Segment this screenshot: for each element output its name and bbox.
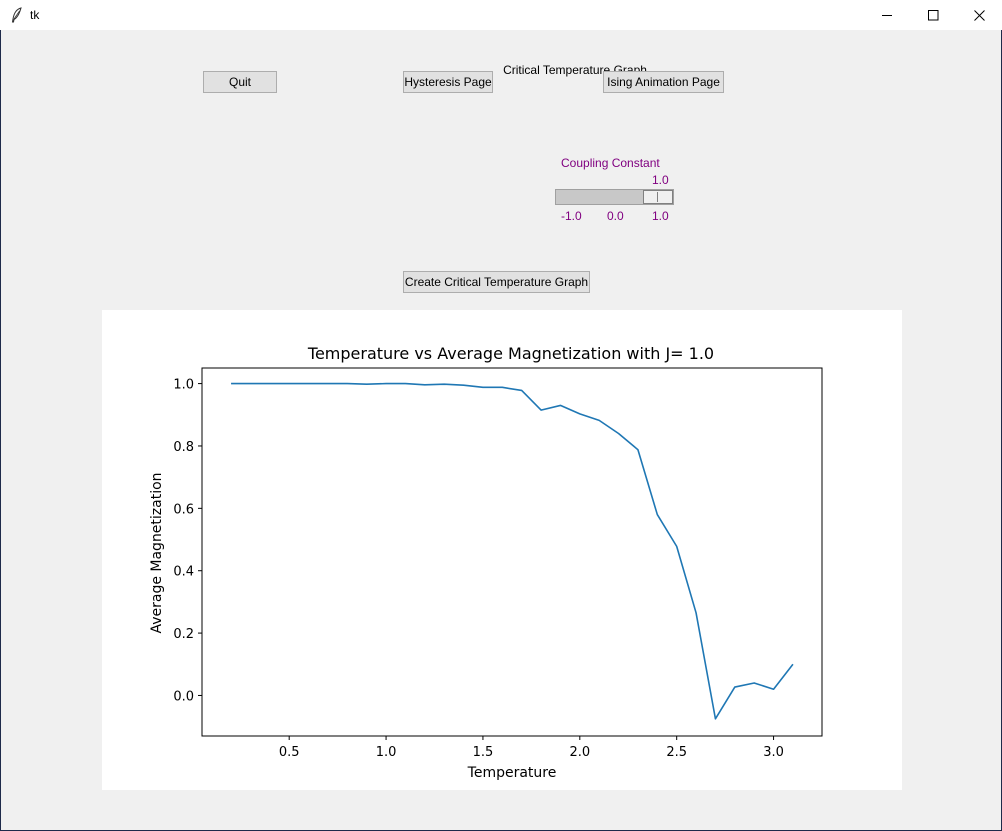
chart-figure: Temperature vs Average Magnetization wit… — [102, 310, 902, 790]
x-tick-label: 2.5 — [666, 745, 687, 760]
x-tick-label: 3.0 — [763, 745, 784, 760]
minimize-button[interactable] — [864, 0, 910, 30]
maximize-icon — [927, 9, 938, 20]
slider-thumb[interactable] — [643, 190, 673, 204]
y-axis-label: Average Magnetization — [149, 472, 165, 633]
y-tick-label: 0.2 — [173, 627, 194, 642]
x-tick-label: 2.0 — [569, 745, 590, 760]
x-axis-label: Temperature — [467, 765, 557, 781]
x-tick-label: 0.5 — [279, 745, 300, 760]
ising-animation-page-button[interactable]: Ising Animation Page — [603, 71, 724, 93]
scale-value: 1.0 — [652, 173, 669, 187]
y-tick-label: 0.8 — [173, 440, 194, 455]
maximize-button[interactable] — [910, 0, 956, 30]
x-tick-label: 1.0 — [376, 745, 397, 760]
x-tick-label: 1.5 — [473, 745, 494, 760]
coupling-constant-label: Coupling Constant — [561, 156, 660, 170]
page-title: Critical Temperature Graph — [503, 63, 647, 77]
window-title: tk — [30, 8, 40, 22]
feather-icon — [11, 7, 22, 23]
y-tick-label: 0.6 — [173, 502, 194, 517]
scale-tick-label: -1.0 — [561, 209, 582, 223]
close-icon — [973, 9, 985, 21]
chart-svg: Temperature vs Average Magnetization wit… — [149, 344, 823, 781]
axes-frame — [201, 367, 823, 737]
quit-button[interactable]: Quit — [203, 71, 277, 93]
y-tick-label: 0.4 — [173, 565, 194, 580]
series-line — [231, 382, 794, 720]
coupling-constant-slider[interactable] — [555, 189, 674, 205]
scale-tick-label: 0.0 — [607, 209, 624, 223]
title-bar: tk — [0, 0, 1002, 30]
y-tick-label: 1.0 — [173, 378, 194, 393]
create-graph-button[interactable]: Create Critical Temperature Graph — [403, 271, 590, 293]
hysteresis-page-button[interactable]: Hysteresis Page — [403, 71, 493, 93]
y-tick-label: 0.0 — [173, 689, 194, 704]
plot-area: 0.5 1.0 1.5 2.0 2.5 3.0 0.0 0.2 0.4 0.6 0.8 1.0 — [173, 367, 823, 760]
main-window: Critical Temperature Graph Quit Hysteres… — [0, 30, 1002, 831]
scale-tick-label: 1.0 — [652, 209, 669, 223]
minimize-icon — [881, 14, 892, 16]
close-button[interactable] — [956, 0, 1002, 30]
chart-title: Temperature vs Average Magnetization wit… — [307, 344, 714, 363]
